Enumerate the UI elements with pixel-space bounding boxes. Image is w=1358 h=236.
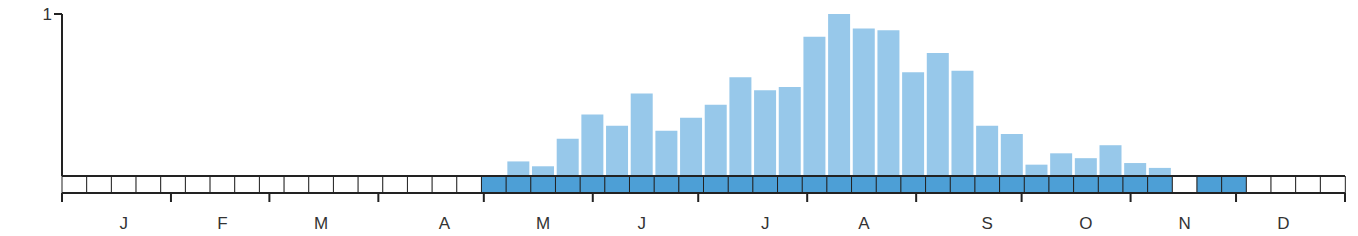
svg-text:J: J	[119, 214, 128, 233]
svg-text:S: S	[982, 214, 993, 233]
svg-text:M: M	[314, 214, 328, 233]
svg-text:O: O	[1079, 214, 1092, 233]
svg-text:J: J	[638, 214, 647, 233]
svg-text:D: D	[1277, 214, 1289, 233]
svg-text:F: F	[217, 214, 227, 233]
svg-text:A: A	[439, 214, 451, 233]
svg-text:J: J	[761, 214, 770, 233]
svg-text:A: A	[858, 214, 870, 233]
svg-text:M: M	[536, 214, 550, 233]
svg-text:1: 1	[43, 5, 52, 24]
svg-text:N: N	[1178, 214, 1190, 233]
